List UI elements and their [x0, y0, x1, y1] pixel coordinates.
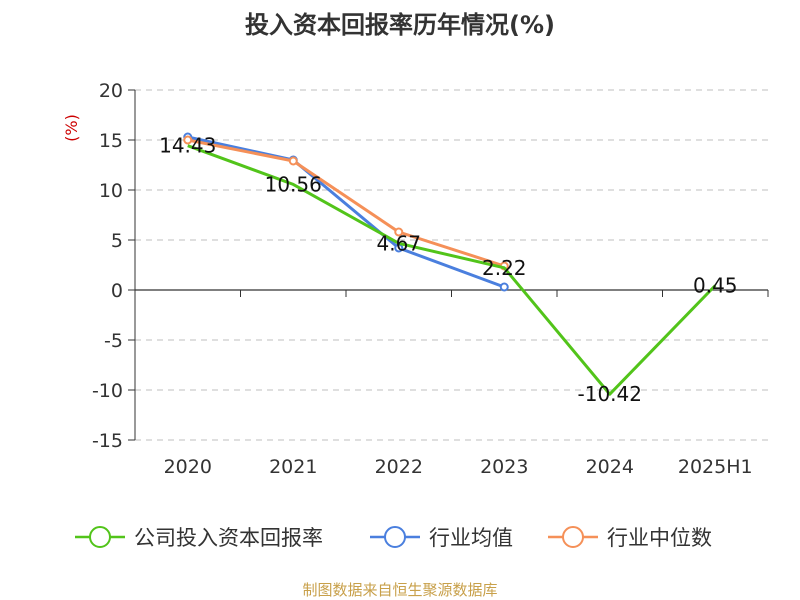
- source-note: 制图数据来自恒生聚源数据库: [302, 581, 497, 599]
- data-label: 2.22: [482, 256, 527, 280]
- x-tick-label: 2025H1: [678, 456, 753, 478]
- legend-item[interactable]: 公司投入资本回报率: [75, 526, 323, 550]
- data-labels: 14.43 10.56 4.67 2.22 -10.42 0.45: [159, 134, 737, 407]
- legend[interactable]: 公司投入资本回报率 行业均值 行业中位数: [75, 526, 712, 550]
- series-point: [183, 135, 193, 145]
- y-tick-label: -10: [92, 380, 123, 402]
- legend-marker: [562, 526, 584, 548]
- chart-title: 投入资本回报率历年情况(%): [245, 11, 555, 39]
- x-tick-label: 2023: [480, 456, 528, 478]
- y-tick-label: 5: [111, 230, 123, 252]
- axes: 20 15 10 5 0 -5 -10 -15 2020 2021 2022 2023 2024 2025…: [92, 80, 769, 478]
- x-tick-label: 2024: [586, 456, 634, 478]
- y-tick-label: -15: [92, 430, 123, 452]
- y-tick-label: 0: [111, 280, 123, 302]
- series-line: [187, 138, 505, 268]
- series-lines: [183, 132, 717, 396]
- series-line: [187, 144, 717, 396]
- x-tick-label: 2021: [269, 456, 317, 478]
- legend-marker: [384, 526, 406, 548]
- legend-item[interactable]: 行业中位数: [548, 526, 712, 550]
- series-point: [394, 227, 404, 237]
- series-point: [499, 282, 509, 292]
- y-axis-unit-label: (%): [62, 114, 81, 142]
- y-tick-label: 20: [99, 80, 123, 102]
- legend-item[interactable]: 行业均值: [370, 526, 513, 550]
- data-label: 0.45: [693, 274, 738, 298]
- legend-label: 行业中位数: [607, 526, 712, 550]
- legend-label: 行业均值: [429, 526, 513, 550]
- x-tick-label: 2022: [375, 456, 423, 478]
- y-tick-label: 10: [99, 180, 123, 202]
- series-point: [288, 156, 298, 166]
- legend-marker: [89, 526, 111, 548]
- x-tick-label: 2020: [164, 456, 212, 478]
- y-tick-label: -5: [104, 330, 123, 352]
- gridlines: [135, 89, 768, 441]
- series-line: [187, 135, 505, 289]
- data-label: -10.42: [578, 382, 642, 406]
- data-label: 10.56: [265, 172, 322, 196]
- legend-label: 公司投入资本回报率: [134, 526, 323, 550]
- data-label: 14.43: [159, 134, 216, 158]
- y-tick-label: 15: [99, 130, 123, 152]
- data-label: 4.67: [376, 231, 421, 255]
